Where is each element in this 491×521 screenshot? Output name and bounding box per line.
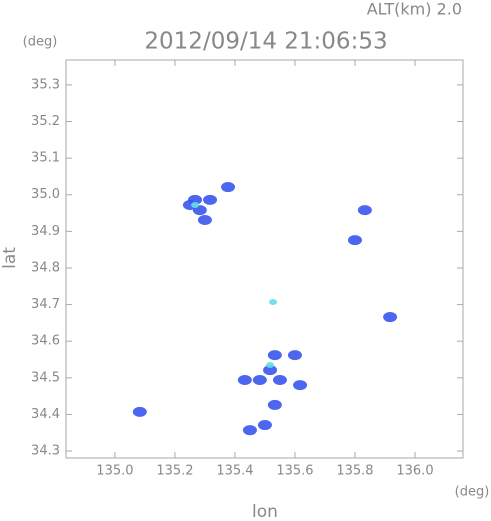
y-tick-label: 34.3 [31, 444, 60, 459]
echo-cell [357, 205, 372, 216]
echo-cell [263, 365, 278, 376]
echo-cell [203, 194, 218, 205]
echo-cell [269, 299, 278, 306]
echo-cell [237, 375, 252, 386]
echo-cell [242, 425, 257, 436]
plot-frame [65, 59, 464, 459]
echo-cell [221, 182, 236, 193]
x-tick-label: 135.8 [336, 464, 373, 479]
chart-title: 2012/09/14 21:06:53 [144, 29, 387, 55]
x-tick-label: 135.2 [156, 464, 193, 479]
y-axis-label: lat [0, 247, 20, 269]
echo-cell [257, 420, 272, 431]
altitude-label: ALT(km) 2.0 [367, 0, 462, 19]
y-tick-label: 34.8 [31, 260, 60, 275]
y-tick-label: 35.0 [31, 187, 60, 202]
x-tick-label: 135.4 [216, 464, 253, 479]
y-tick-label: 34.5 [31, 370, 60, 385]
echo-cell [293, 380, 308, 391]
y-unit: (deg) [23, 35, 58, 50]
echo-cell [347, 235, 362, 246]
y-tick-label: 34.9 [31, 224, 60, 239]
x-unit: (deg) [455, 485, 490, 500]
x-axis-label: lon [252, 502, 278, 521]
echo-cell [272, 375, 287, 386]
y-tick-label: 35.2 [31, 114, 60, 129]
echo-cell [287, 350, 302, 361]
y-tick-label: 35.1 [31, 151, 60, 166]
echo-cell [132, 406, 147, 417]
echo-cell [191, 201, 200, 208]
echo-cell [266, 361, 275, 368]
y-tick-label: 35.3 [31, 77, 60, 92]
echo-cell [267, 399, 282, 410]
echo-cell [383, 312, 398, 323]
y-tick-label: 34.4 [31, 407, 60, 422]
echo-cell [267, 350, 282, 361]
echo-cell [252, 375, 267, 386]
x-tick-label: 135.6 [276, 464, 313, 479]
echo-cell [197, 215, 212, 226]
y-tick-label: 34.6 [31, 334, 60, 349]
echo-cell [188, 194, 203, 205]
x-tick-label: 136.0 [396, 464, 433, 479]
y-tick-label: 34.7 [31, 297, 60, 312]
x-tick-label: 135.0 [96, 464, 133, 479]
